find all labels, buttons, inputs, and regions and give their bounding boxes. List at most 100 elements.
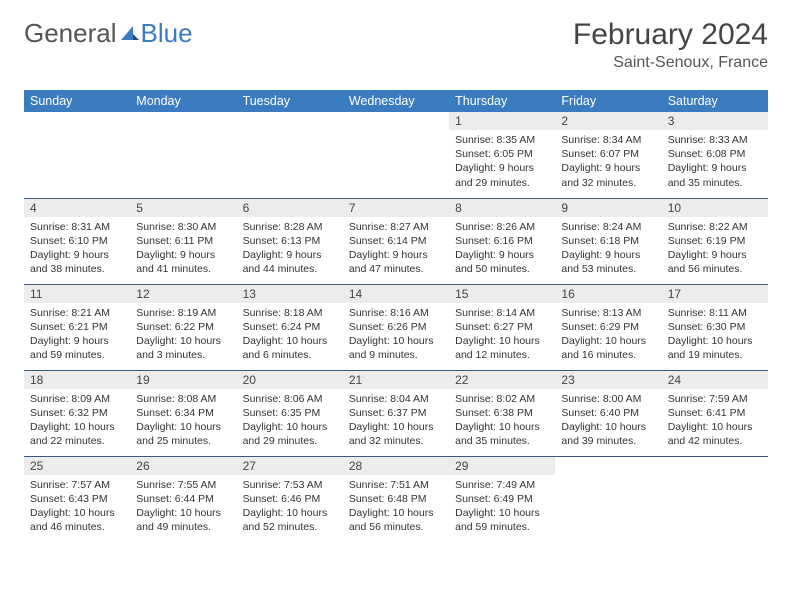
day-number: 26 (130, 457, 236, 475)
calendar-week-row: 18Sunrise: 8:09 AMSunset: 6:32 PMDayligh… (24, 370, 768, 456)
day-data: Sunrise: 8:28 AMSunset: 6:13 PMDaylight:… (237, 217, 343, 281)
calendar-day-cell: 4Sunrise: 8:31 AMSunset: 6:10 PMDaylight… (24, 198, 130, 284)
day-data: Sunrise: 8:31 AMSunset: 6:10 PMDaylight:… (24, 217, 130, 281)
weekday-header: Friday (555, 90, 661, 112)
weekday-header: Sunday (24, 90, 130, 112)
day-data: Sunrise: 8:06 AMSunset: 6:35 PMDaylight:… (237, 389, 343, 453)
day-number: 28 (343, 457, 449, 475)
calendar-day-cell: 2Sunrise: 8:34 AMSunset: 6:07 PMDaylight… (555, 112, 661, 198)
day-data: Sunrise: 8:24 AMSunset: 6:18 PMDaylight:… (555, 217, 661, 281)
calendar-week-row: 4Sunrise: 8:31 AMSunset: 6:10 PMDaylight… (24, 198, 768, 284)
calendar-day-cell (343, 112, 449, 198)
calendar-day-cell: 15Sunrise: 8:14 AMSunset: 6:27 PMDayligh… (449, 284, 555, 370)
location-label: Saint-Senoux, France (573, 54, 768, 72)
day-number: 22 (449, 371, 555, 389)
day-data: Sunrise: 7:51 AMSunset: 6:48 PMDaylight:… (343, 475, 449, 539)
day-data: Sunrise: 8:19 AMSunset: 6:22 PMDaylight:… (130, 303, 236, 367)
day-number: 25 (24, 457, 130, 475)
calendar-day-cell: 27Sunrise: 7:53 AMSunset: 6:46 PMDayligh… (237, 456, 343, 542)
weekday-header: Saturday (662, 90, 768, 112)
weekday-header: Tuesday (237, 90, 343, 112)
day-number: 2 (555, 112, 661, 130)
day-data: Sunrise: 7:59 AMSunset: 6:41 PMDaylight:… (662, 389, 768, 453)
day-data: Sunrise: 8:21 AMSunset: 6:21 PMDaylight:… (24, 303, 130, 367)
calendar-week-row: 25Sunrise: 7:57 AMSunset: 6:43 PMDayligh… (24, 456, 768, 542)
day-number: 1 (449, 112, 555, 130)
sail-icon (119, 18, 141, 49)
day-data: Sunrise: 7:57 AMSunset: 6:43 PMDaylight:… (24, 475, 130, 539)
day-number: 20 (237, 371, 343, 389)
header: General Blue February 2024 Saint-Senoux,… (24, 18, 768, 72)
day-number: 5 (130, 199, 236, 217)
day-number: 14 (343, 285, 449, 303)
calendar-day-cell: 24Sunrise: 7:59 AMSunset: 6:41 PMDayligh… (662, 370, 768, 456)
day-data: Sunrise: 8:30 AMSunset: 6:11 PMDaylight:… (130, 217, 236, 281)
day-number: 19 (130, 371, 236, 389)
weekday-header: Monday (130, 90, 236, 112)
calendar-day-cell: 17Sunrise: 8:11 AMSunset: 6:30 PMDayligh… (662, 284, 768, 370)
calendar-day-cell: 20Sunrise: 8:06 AMSunset: 6:35 PMDayligh… (237, 370, 343, 456)
calendar-day-cell: 12Sunrise: 8:19 AMSunset: 6:22 PMDayligh… (130, 284, 236, 370)
day-data: Sunrise: 8:33 AMSunset: 6:08 PMDaylight:… (662, 130, 768, 194)
calendar-day-cell: 7Sunrise: 8:27 AMSunset: 6:14 PMDaylight… (343, 198, 449, 284)
brand-part1: General (24, 18, 117, 49)
day-number: 3 (662, 112, 768, 130)
calendar-day-cell: 10Sunrise: 8:22 AMSunset: 6:19 PMDayligh… (662, 198, 768, 284)
weekday-header-row: SundayMondayTuesdayWednesdayThursdayFrid… (24, 90, 768, 112)
title-block: February 2024 Saint-Senoux, France (573, 18, 768, 72)
day-number: 9 (555, 199, 661, 217)
day-data: Sunrise: 8:11 AMSunset: 6:30 PMDaylight:… (662, 303, 768, 367)
day-data: Sunrise: 8:04 AMSunset: 6:37 PMDaylight:… (343, 389, 449, 453)
day-data: Sunrise: 8:18 AMSunset: 6:24 PMDaylight:… (237, 303, 343, 367)
calendar-body: 1Sunrise: 8:35 AMSunset: 6:05 PMDaylight… (24, 112, 768, 542)
calendar-day-cell: 28Sunrise: 7:51 AMSunset: 6:48 PMDayligh… (343, 456, 449, 542)
calendar-day-cell: 23Sunrise: 8:00 AMSunset: 6:40 PMDayligh… (555, 370, 661, 456)
day-number: 29 (449, 457, 555, 475)
calendar-day-cell: 5Sunrise: 8:30 AMSunset: 6:11 PMDaylight… (130, 198, 236, 284)
calendar-day-cell: 19Sunrise: 8:08 AMSunset: 6:34 PMDayligh… (130, 370, 236, 456)
day-data: Sunrise: 8:13 AMSunset: 6:29 PMDaylight:… (555, 303, 661, 367)
day-data: Sunrise: 8:02 AMSunset: 6:38 PMDaylight:… (449, 389, 555, 453)
day-data: Sunrise: 8:16 AMSunset: 6:26 PMDaylight:… (343, 303, 449, 367)
calendar-day-cell: 18Sunrise: 8:09 AMSunset: 6:32 PMDayligh… (24, 370, 130, 456)
calendar-table: SundayMondayTuesdayWednesdayThursdayFrid… (24, 90, 768, 542)
calendar-day-cell (237, 112, 343, 198)
day-data: Sunrise: 8:34 AMSunset: 6:07 PMDaylight:… (555, 130, 661, 194)
calendar-day-cell: 8Sunrise: 8:26 AMSunset: 6:16 PMDaylight… (449, 198, 555, 284)
day-number: 11 (24, 285, 130, 303)
day-data: Sunrise: 8:22 AMSunset: 6:19 PMDaylight:… (662, 217, 768, 281)
day-number: 23 (555, 371, 661, 389)
calendar-day-cell (130, 112, 236, 198)
calendar-day-cell: 11Sunrise: 8:21 AMSunset: 6:21 PMDayligh… (24, 284, 130, 370)
calendar-day-cell: 13Sunrise: 8:18 AMSunset: 6:24 PMDayligh… (237, 284, 343, 370)
day-number: 12 (130, 285, 236, 303)
day-data: Sunrise: 7:49 AMSunset: 6:49 PMDaylight:… (449, 475, 555, 539)
day-number: 7 (343, 199, 449, 217)
day-number: 8 (449, 199, 555, 217)
calendar-day-cell: 14Sunrise: 8:16 AMSunset: 6:26 PMDayligh… (343, 284, 449, 370)
calendar-day-cell (555, 456, 661, 542)
day-data: Sunrise: 8:26 AMSunset: 6:16 PMDaylight:… (449, 217, 555, 281)
calendar-day-cell (24, 112, 130, 198)
day-number: 17 (662, 285, 768, 303)
day-number: 10 (662, 199, 768, 217)
calendar-day-cell: 26Sunrise: 7:55 AMSunset: 6:44 PMDayligh… (130, 456, 236, 542)
day-number: 21 (343, 371, 449, 389)
day-number: 4 (24, 199, 130, 217)
day-data: Sunrise: 8:27 AMSunset: 6:14 PMDaylight:… (343, 217, 449, 281)
calendar-day-cell: 16Sunrise: 8:13 AMSunset: 6:29 PMDayligh… (555, 284, 661, 370)
day-data: Sunrise: 7:53 AMSunset: 6:46 PMDaylight:… (237, 475, 343, 539)
day-data: Sunrise: 8:09 AMSunset: 6:32 PMDaylight:… (24, 389, 130, 453)
day-data: Sunrise: 8:00 AMSunset: 6:40 PMDaylight:… (555, 389, 661, 453)
day-data: Sunrise: 8:08 AMSunset: 6:34 PMDaylight:… (130, 389, 236, 453)
day-number: 6 (237, 199, 343, 217)
calendar-day-cell: 6Sunrise: 8:28 AMSunset: 6:13 PMDaylight… (237, 198, 343, 284)
day-number: 18 (24, 371, 130, 389)
day-data: Sunrise: 7:55 AMSunset: 6:44 PMDaylight:… (130, 475, 236, 539)
day-number: 13 (237, 285, 343, 303)
calendar-week-row: 1Sunrise: 8:35 AMSunset: 6:05 PMDaylight… (24, 112, 768, 198)
day-number: 27 (237, 457, 343, 475)
calendar-day-cell: 25Sunrise: 7:57 AMSunset: 6:43 PMDayligh… (24, 456, 130, 542)
weekday-header: Wednesday (343, 90, 449, 112)
calendar-day-cell: 29Sunrise: 7:49 AMSunset: 6:49 PMDayligh… (449, 456, 555, 542)
